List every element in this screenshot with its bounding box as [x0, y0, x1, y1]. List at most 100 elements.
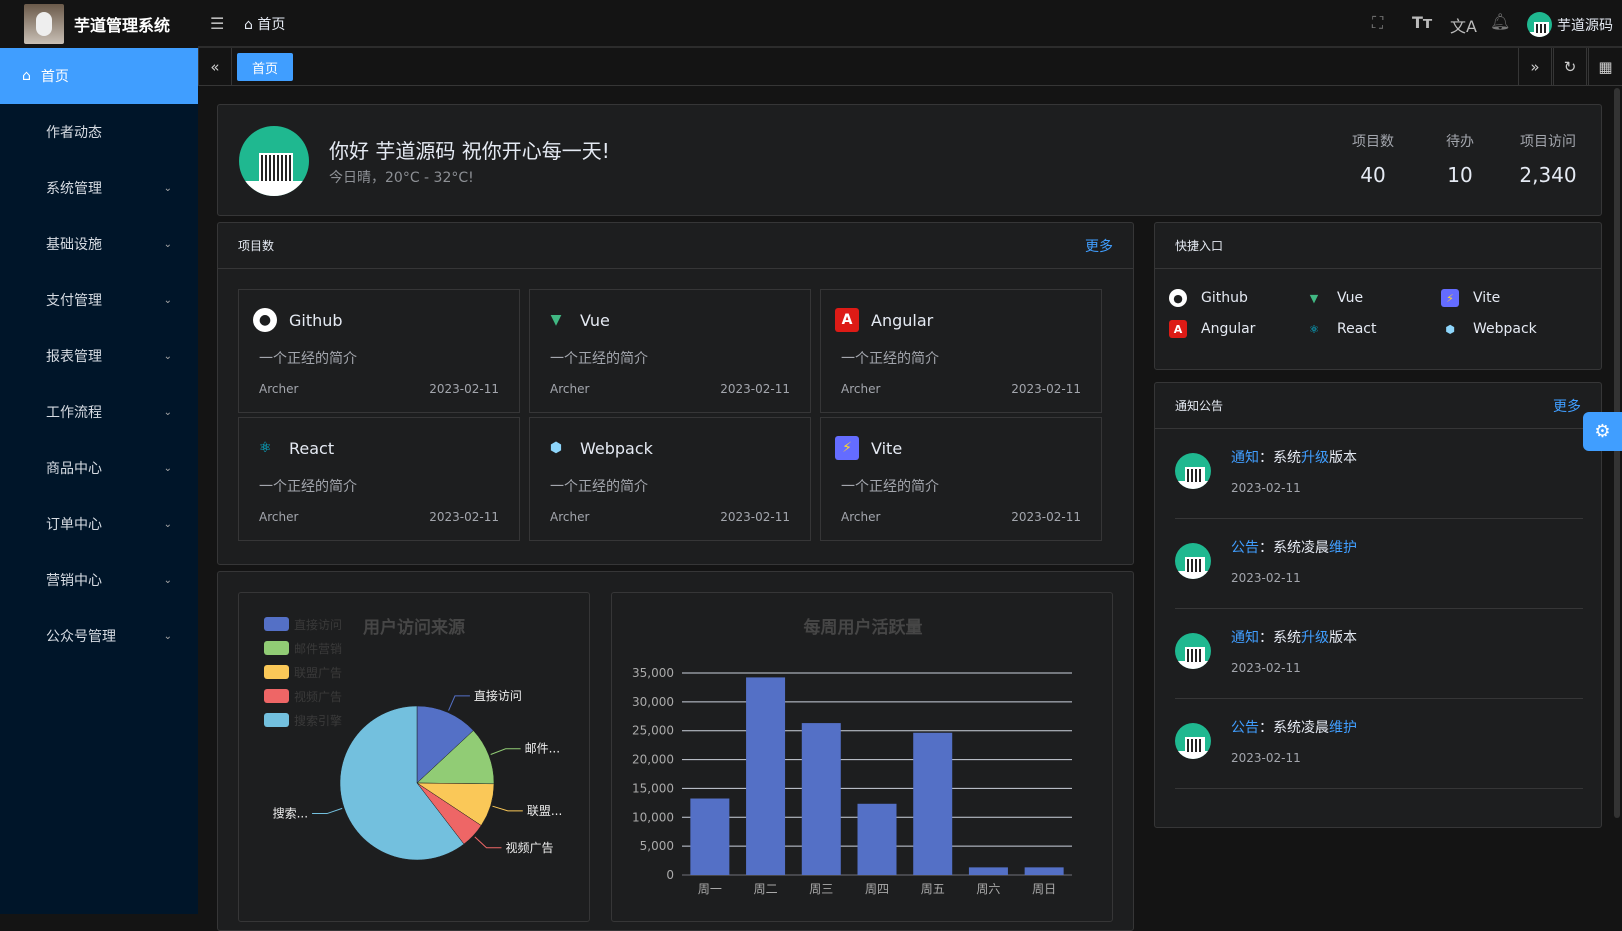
welcome-card: 你好 芋道源码 祝你开心每一天! 今日晴，20°C - 32°C! 项目数 40 … [217, 104, 1602, 216]
notice-sep: ： [1259, 720, 1273, 736]
stat-visits: 项目访问 2,340 [1508, 131, 1588, 187]
project-item[interactable]: ⬢ Webpack 一个正经的简介 Archer 2023-02-11 [529, 417, 811, 541]
project-item[interactable]: ⚡ Vite 一个正经的简介 Archer 2023-02-11 [820, 417, 1102, 541]
refresh-icon[interactable]: ↻ [1553, 48, 1587, 85]
legend-swatch [264, 665, 289, 679]
project-item[interactable]: ● Github 一个正经的简介 Archer 2023-02-11 [238, 289, 520, 413]
x-tick-label: 周四 [865, 882, 889, 896]
bar [746, 677, 786, 875]
bell-icon[interactable]: 🔔︎ [1490, 12, 1511, 31]
notice-header: 通知公告 更多 [1155, 383, 1601, 429]
project-item[interactable]: ▼ Vue 一个正经的简介 Archer 2023-02-11 [529, 289, 811, 413]
sidebar-item-2[interactable]: 系统管理 ⌄ [0, 160, 198, 216]
chevron-down-icon: ⌄ [163, 630, 172, 642]
notice-item[interactable]: 通知：系统升级版本 2023-02-11 [1175, 429, 1583, 519]
webpack-icon: ⬢ [549, 440, 563, 456]
y-tick-label: 20,000 [632, 753, 674, 767]
project-date: 2023-02-11 [720, 510, 790, 524]
pie-slice [416, 705, 474, 784]
logo[interactable]: 芋道管理系统 [0, 0, 198, 48]
quick-link-angular[interactable]: A Angular [1169, 320, 1255, 338]
notice-text: 公告：系统凌晨维护 [1231, 537, 1357, 557]
notice-text-a: 系统凌晨 [1273, 540, 1329, 556]
translate-icon[interactable]: 文A [1450, 17, 1477, 36]
sidebar-item-6[interactable]: 工作流程 ⌄ [0, 384, 198, 440]
project-date: 2023-02-11 [1011, 510, 1081, 524]
app-title: 芋道管理系统 [74, 16, 171, 35]
quick-link-label: Vite [1473, 290, 1501, 306]
notice-highlight: 维护 [1329, 720, 1357, 736]
react-icon: ⚛ [258, 440, 272, 456]
sidebar-item-1[interactable]: 作者动态 [0, 104, 198, 160]
top-header: 芋道管理系统 ☰ ⌂ 首页 ⛶ Tт 文A 🔔︎ 芋道源码 [0, 0, 1622, 48]
legend-label: 视频广告 [294, 689, 342, 704]
legend-swatch [264, 713, 289, 727]
sidebar-item-3[interactable]: 基础设施 ⌄ [0, 216, 198, 272]
scrollbar[interactable] [1614, 88, 1620, 818]
home-icon: ⌂ [22, 68, 31, 84]
notice-sep: ： [1259, 450, 1273, 466]
settings-gear-icon[interactable]: ⚙ [1583, 412, 1622, 451]
angular-icon: A [1169, 320, 1187, 338]
breadcrumb[interactable]: ⌂ 首页 [244, 17, 286, 33]
bar-chart-card: 每周用户活跃量 0 5,000 10,000 15,000 20,000 25,000 30,… [611, 592, 1113, 922]
project-desc: 一个正经的简介 [259, 351, 357, 367]
project-title: ⬢ Webpack [544, 436, 790, 460]
quick-link-vue[interactable]: ▼ Vue [1305, 289, 1363, 307]
notice-type: 公告 [1231, 540, 1259, 556]
tab-bar: « 首页 » ↻ ▦ [198, 48, 1622, 86]
font-size-icon[interactable]: Tт [1412, 13, 1433, 32]
charts-card: 用户访问来源 直接访问 邮件营销 联盟广告 视频广告 搜索引擎 直接访问 邮件... 联盟...… [217, 571, 1134, 931]
y-tick-label: 0 [666, 868, 674, 882]
project-author: Archer [841, 510, 881, 524]
sidebar-item-5[interactable]: 报表管理 ⌄ [0, 328, 198, 384]
chevron-down-icon: ⌄ [163, 182, 172, 194]
legend-label: 搜索引擎 [294, 713, 342, 728]
y-tick-label: 25,000 [632, 724, 674, 738]
project-title: ⚡ Vite [835, 436, 1081, 460]
sidebar-item-4[interactable]: 支付管理 ⌄ [0, 272, 198, 328]
notice-text: 通知：系统升级版本 [1231, 627, 1357, 647]
notice-item[interactable]: 通知：系统升级版本 2023-02-11 [1175, 609, 1583, 699]
notice-avatar [1175, 453, 1211, 489]
menu-collapse-icon[interactable]: ☰ [210, 14, 225, 33]
user-avatar[interactable] [1527, 12, 1552, 37]
fullscreen-icon[interactable]: ⛶ [1372, 13, 1384, 32]
projects-more-link[interactable]: 更多 [1085, 238, 1113, 255]
pie-label: 搜索... [273, 806, 308, 821]
tab-home[interactable]: 首页 [237, 53, 294, 81]
stat-label: 项目访问 [1520, 134, 1576, 150]
project-author: Archer [259, 382, 299, 396]
quick-link-github[interactable]: ● Github [1169, 289, 1248, 307]
project-desc: 一个正经的简介 [550, 479, 648, 495]
x-tick-label: 周二 [754, 882, 778, 896]
webpack-icon: ⬢ [1445, 322, 1455, 336]
quick-link-react[interactable]: ⚛ React [1305, 320, 1376, 338]
chevron-down-icon: ⌄ [163, 406, 172, 418]
sidebar-item-0[interactable]: ⌂ 首页 [0, 48, 198, 104]
pie-label: 直接访问 [474, 688, 522, 703]
bar [857, 803, 897, 875]
scroll-left-icon[interactable]: « [198, 48, 232, 85]
sidebar-item-9[interactable]: 营销中心 ⌄ [0, 552, 198, 608]
y-tick-label: 10,000 [632, 810, 674, 824]
breadcrumb-home[interactable]: 首页 [257, 17, 286, 33]
sidebar-item-8[interactable]: 订单中心 ⌄ [0, 496, 198, 552]
bar-chart: 每周用户活跃量 0 5,000 10,000 15,000 20,000 25,000 30,… [632, 617, 1072, 896]
notice-item[interactable]: 公告：系统凌晨维护 2023-02-11 [1175, 519, 1583, 609]
sidebar-item-10[interactable]: 公众号管理 ⌄ [0, 608, 198, 664]
notice-item[interactable]: 公告：系统凌晨维护 2023-02-11 [1175, 699, 1583, 789]
quick-link-vite[interactable]: ⚡ Vite [1441, 289, 1500, 307]
notice-more-link[interactable]: 更多 [1553, 398, 1581, 415]
project-item[interactable]: ⚛ React 一个正经的简介 Archer 2023-02-11 [238, 417, 520, 541]
notice-type: 公告 [1231, 720, 1259, 736]
project-name: Angular [871, 310, 934, 330]
project-item[interactable]: A Angular 一个正经的简介 Archer 2023-02-11 [820, 289, 1102, 413]
scroll-right-icon[interactable]: » [1518, 48, 1552, 85]
user-name[interactable]: 芋道源码 [1557, 18, 1613, 34]
project-name: Vue [580, 310, 610, 330]
grid-menu-icon[interactable]: ▦ [1588, 48, 1622, 85]
sidebar-item-7[interactable]: 商品中心 ⌄ [0, 440, 198, 496]
quick-link-webpack[interactable]: ⬢ Webpack [1441, 320, 1537, 338]
chevron-down-icon: ⌄ [163, 238, 172, 250]
